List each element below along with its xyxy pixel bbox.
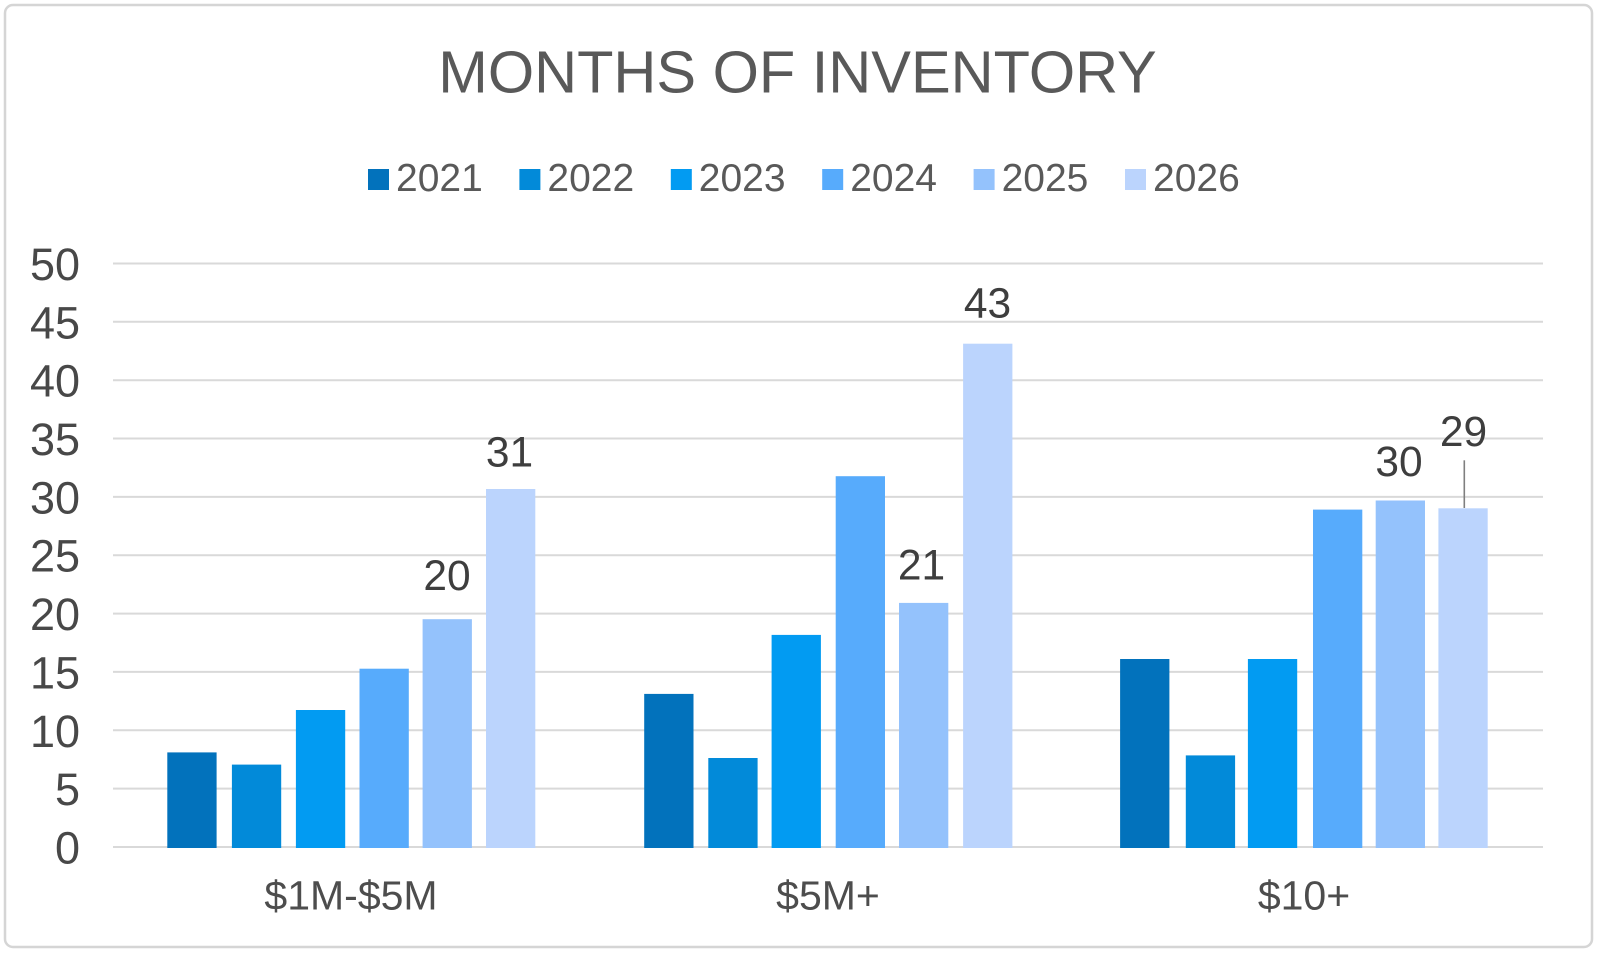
svg-text:$1M-$5M: $1M-$5M	[264, 873, 437, 919]
svg-text:2025: 2025	[1002, 157, 1089, 200]
svg-text:21: 21	[898, 543, 945, 590]
svg-text:45: 45	[30, 297, 80, 348]
svg-text:31: 31	[486, 430, 533, 477]
svg-text:MONTHS OF INVENTORY: MONTHS OF INVENTORY	[438, 39, 1156, 106]
svg-text:25: 25	[30, 531, 80, 582]
svg-text:2023: 2023	[699, 157, 786, 200]
svg-text:2021: 2021	[396, 157, 483, 200]
svg-text:15: 15	[30, 647, 80, 698]
svg-text:2024: 2024	[850, 157, 937, 200]
svg-text:20: 20	[30, 589, 80, 640]
svg-text:0: 0	[55, 823, 80, 874]
svg-text:2026: 2026	[1153, 157, 1240, 200]
svg-text:29: 29	[1440, 409, 1487, 456]
svg-text:$5M+: $5M+	[776, 873, 880, 919]
svg-text:10: 10	[30, 706, 80, 757]
svg-text:50: 50	[30, 239, 80, 290]
svg-text:43: 43	[964, 281, 1011, 328]
svg-text:30: 30	[30, 472, 80, 523]
svg-text:30: 30	[1375, 439, 1422, 486]
svg-text:35: 35	[30, 414, 80, 465]
svg-text:$10+: $10+	[1258, 873, 1350, 919]
svg-text:40: 40	[30, 356, 80, 407]
svg-text:5: 5	[55, 764, 80, 815]
svg-text:2022: 2022	[547, 157, 634, 200]
svg-text:20: 20	[423, 553, 470, 600]
